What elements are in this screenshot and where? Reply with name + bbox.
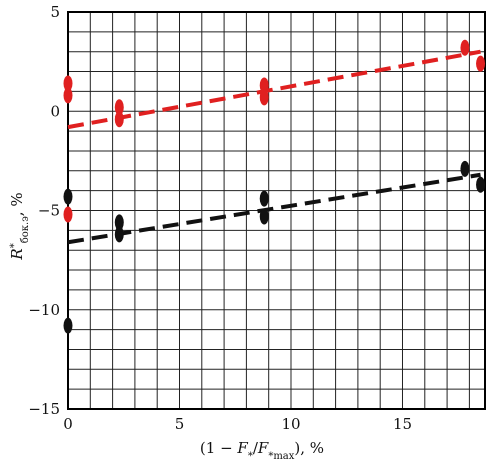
trend-line-2 — [67, 172, 481, 245]
data-point-series-2 — [460, 160, 470, 177]
data-point-series-1 — [476, 55, 486, 72]
x-tick-label: 10 — [281, 415, 300, 433]
data-point-series-2 — [63, 317, 73, 334]
data-point-series-1 — [460, 39, 470, 56]
x-tick-label: 15 — [393, 415, 412, 433]
y-tick-label: −5 — [38, 202, 60, 220]
data-point-series-1 — [114, 111, 124, 128]
x-tick-label: 5 — [175, 415, 185, 433]
data-point-series-2 — [114, 214, 124, 231]
data-point-series-1 — [63, 75, 73, 92]
data-point-series-1 — [114, 99, 124, 116]
data-point-series-2 — [259, 208, 269, 225]
data-point-series-1 — [63, 206, 73, 223]
data-point-series-2 — [476, 176, 486, 193]
trend-lines — [67, 49, 481, 245]
data-points — [63, 39, 486, 334]
data-point-series-2 — [63, 188, 73, 205]
data-point-series-1 — [259, 77, 269, 94]
y-tick-label: 5 — [50, 3, 60, 21]
tick-labels: 0 5 10 15 5 0 −5 −10 −15 — [28, 3, 412, 433]
y-tick-label: −10 — [28, 301, 60, 319]
y-axis-label: R*бок.э, % — [8, 192, 31, 260]
trend-line-1 — [67, 49, 481, 130]
data-point-series-1 — [259, 89, 269, 106]
data-point-series-1 — [63, 87, 73, 104]
data-point-series-2 — [114, 226, 124, 243]
data-point-series-2 — [259, 190, 269, 207]
y-tick-label: 0 — [50, 102, 60, 120]
grid — [68, 12, 485, 409]
x-tick-label: 0 — [63, 415, 73, 433]
y-tick-label: −15 — [28, 400, 60, 418]
x-axis-label: (1 − F*/F*max), % — [200, 439, 324, 462]
